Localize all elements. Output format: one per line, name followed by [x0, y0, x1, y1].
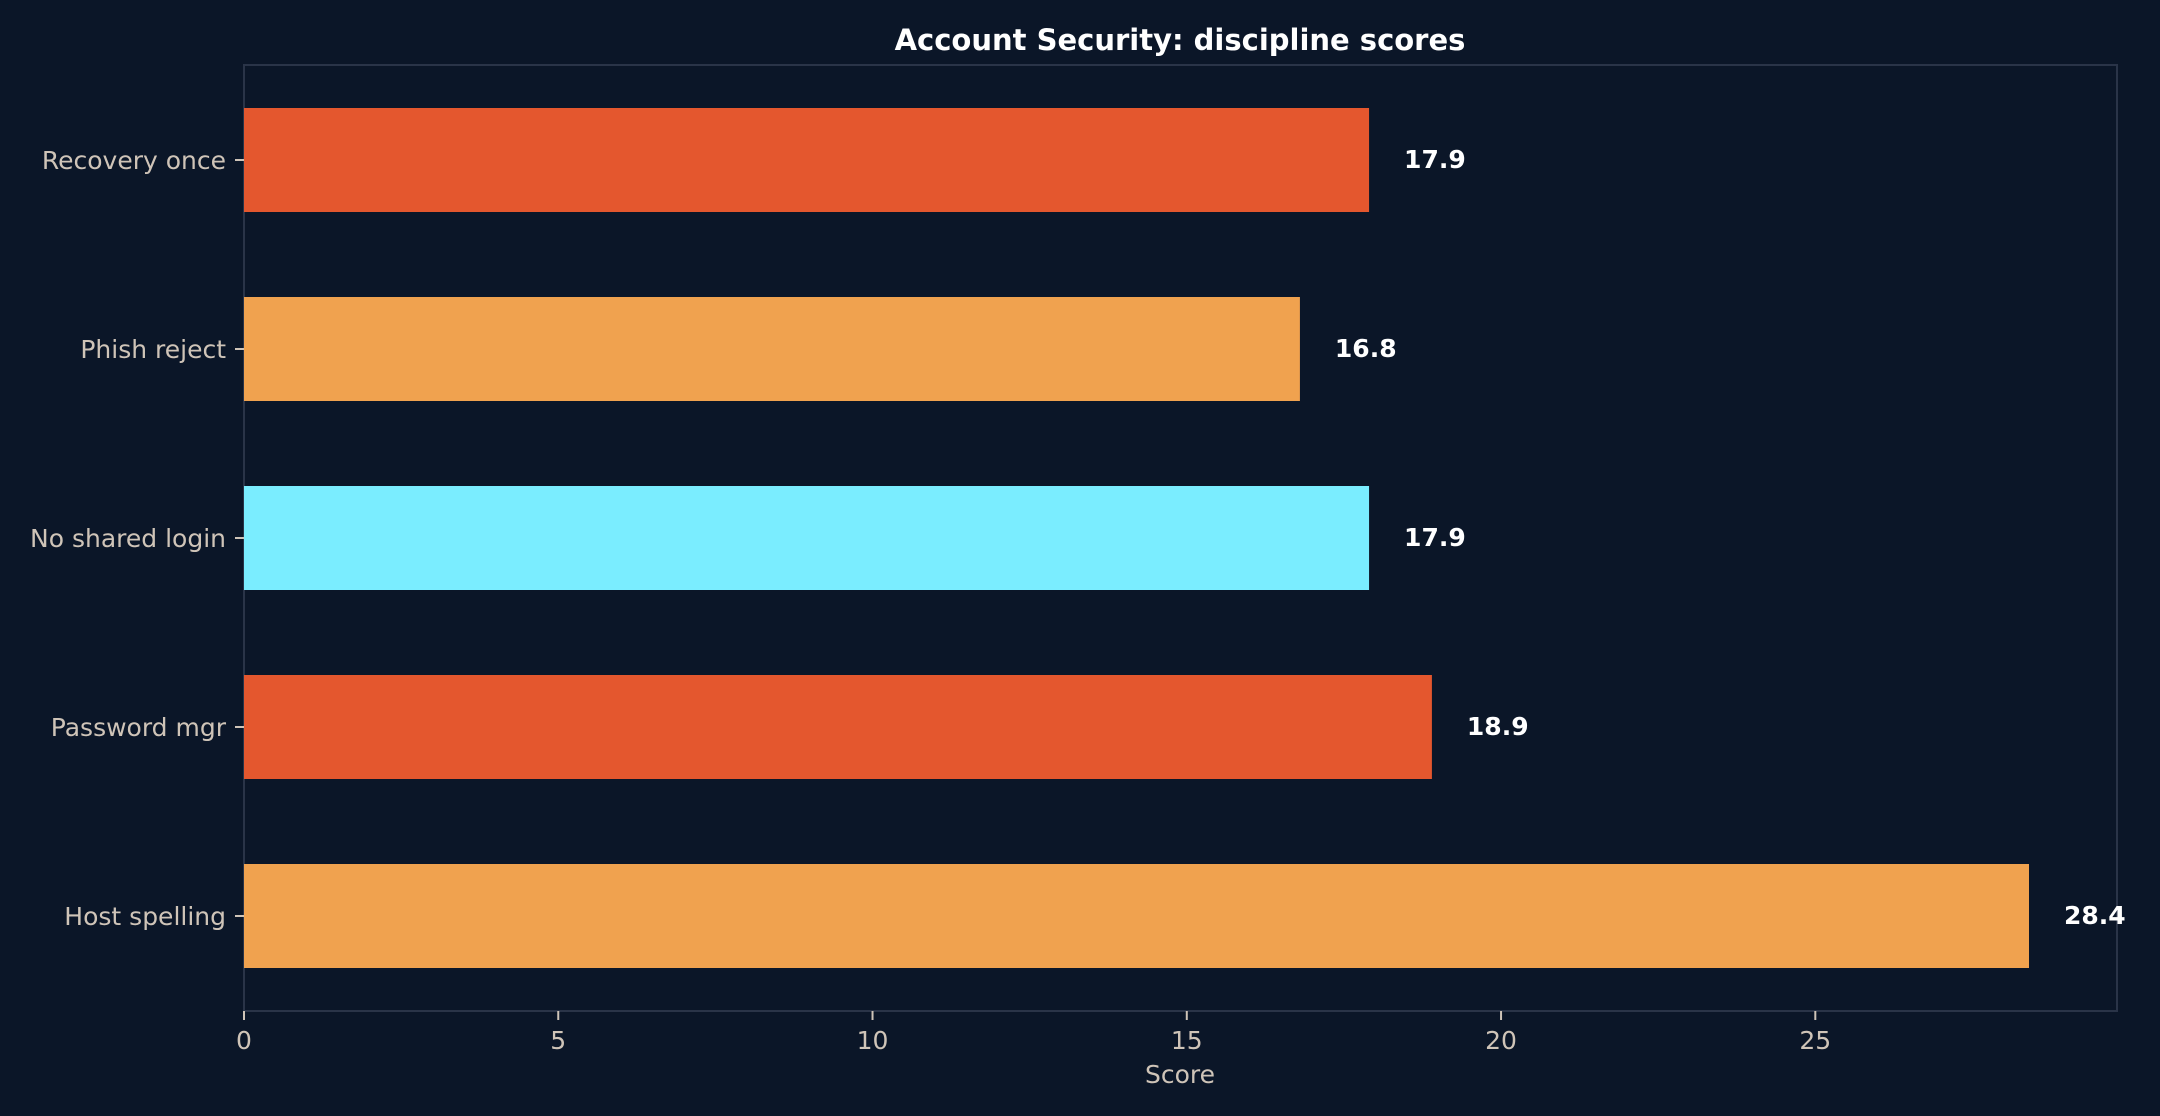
y-tick-label-3: Password mgr — [51, 713, 227, 742]
y-axis: Recovery once Phish reject No shared login… — [30, 146, 244, 931]
data-label-2: 17.9 — [1404, 523, 1466, 552]
x-tick-label-0: 0 — [236, 1026, 252, 1055]
y-tick-label-0: Recovery once — [42, 146, 226, 175]
x-tick-label-1: 5 — [550, 1026, 566, 1055]
data-label-3: 18.9 — [1467, 712, 1529, 741]
y-tick-label-1: Phish reject — [80, 335, 226, 364]
data-label-1: 16.8 — [1335, 334, 1397, 363]
x-tick-label-2: 10 — [857, 1026, 889, 1055]
bar-0 — [244, 108, 1370, 212]
data-label-0: 17.9 — [1404, 145, 1466, 174]
x-tick-label-3: 15 — [1171, 1026, 1203, 1055]
bars-group — [244, 108, 2030, 968]
bar-4 — [244, 864, 2030, 968]
data-label-4: 28.4 — [2064, 901, 2126, 930]
bar-2 — [244, 486, 1370, 590]
x-tick-label-5: 25 — [1799, 1026, 1831, 1055]
data-labels-group: 17.9 16.8 17.9 18.9 28.4 — [1335, 145, 2126, 930]
y-tick-label-2: No shared login — [30, 524, 226, 553]
bar-3 — [244, 675, 1432, 779]
x-axis: 0 5 10 15 20 25 — [236, 1011, 1831, 1055]
x-axis-title: Score — [1145, 1060, 1215, 1089]
x-tick-label-4: 20 — [1485, 1026, 1517, 1055]
bar-1 — [244, 297, 1300, 401]
chart-title: Account Security: discipline scores — [895, 23, 1466, 57]
y-tick-label-4: Host spelling — [64, 902, 226, 931]
